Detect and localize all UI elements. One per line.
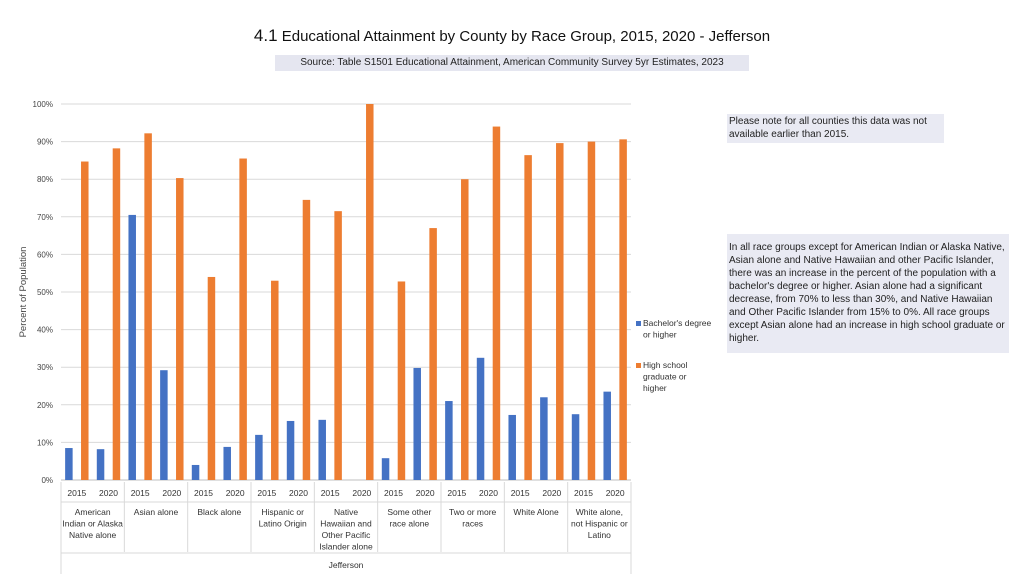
x-group-label: races (462, 519, 483, 529)
y-tick-label: 70% (37, 213, 53, 222)
x-tick-year: 2015 (384, 488, 403, 498)
x-tick-year: 2020 (352, 488, 371, 498)
bar (445, 401, 453, 480)
bar (255, 434, 263, 480)
bar (413, 367, 421, 480)
x-group-label: Other Pacific (322, 530, 371, 540)
x-group-label: White alone, (576, 507, 623, 517)
x-tick-year: 2015 (257, 488, 276, 498)
bar (144, 133, 152, 480)
x-tick-year: 2015 (321, 488, 340, 498)
bar (429, 228, 437, 480)
x-axis-label: Jefferson (329, 560, 364, 570)
bar (223, 446, 231, 480)
x-group-label: Black alone (197, 507, 241, 517)
x-group-label: Two or more (449, 507, 497, 517)
bar (381, 458, 390, 480)
x-group-label: race alone (389, 519, 429, 529)
bar (619, 139, 627, 480)
bar (302, 199, 311, 480)
bar (461, 179, 469, 480)
x-tick-year: 2020 (226, 488, 245, 498)
x-group-label: Some other (387, 507, 431, 517)
y-tick-label: 40% (37, 326, 53, 335)
bar (476, 357, 485, 480)
x-tick-year: 2020 (162, 488, 181, 498)
bar (366, 104, 374, 480)
x-group-label: Islander alone (319, 542, 373, 552)
x-tick-year: 2015 (67, 488, 86, 498)
bar (65, 448, 73, 480)
x-tick-year: 2015 (131, 488, 150, 498)
bar (176, 178, 184, 480)
bar (128, 214, 136, 481)
bar (160, 370, 168, 480)
bar (112, 148, 121, 481)
bar (81, 161, 89, 480)
y-tick-label: 90% (37, 138, 53, 147)
y-tick-label: 50% (37, 288, 53, 297)
availability-note: Please note for all counties this data w… (727, 114, 944, 143)
bar (96, 449, 105, 480)
x-group-label: Hawaiian and (320, 519, 372, 529)
x-tick-year: 2015 (511, 488, 530, 498)
title-text: Educational Attainment by County by Race… (281, 28, 771, 45)
x-tick-year: 2020 (479, 488, 498, 498)
bar (191, 464, 200, 480)
legend-label: higher (643, 383, 667, 393)
x-group-label: American (75, 507, 111, 517)
bar (587, 141, 596, 480)
bar (571, 414, 580, 480)
legend-label: or higher (643, 330, 677, 340)
bar (492, 126, 501, 480)
x-group-label: White Alone (513, 507, 559, 517)
y-tick-label: 10% (37, 438, 53, 447)
bar (524, 155, 532, 481)
y-tick-label: 100% (33, 100, 53, 109)
x-group-label: Latino Origin (259, 519, 307, 529)
bar (334, 211, 342, 480)
legend-label: Bachelor's degree (643, 318, 712, 328)
y-tick-label: 30% (37, 363, 53, 372)
x-group-label: not Hispanic or (571, 519, 628, 529)
legend-label: High school (643, 360, 688, 370)
x-tick-year: 2020 (542, 488, 561, 498)
x-group-label: Hispanic or (261, 507, 304, 517)
y-tick-label: 80% (37, 175, 53, 184)
chart-title: 4.1 Educational Attainment by County by … (0, 26, 1024, 46)
bar (556, 143, 564, 480)
legend-label: graduate or (643, 372, 687, 382)
legend-swatch (636, 363, 641, 368)
bar (239, 158, 247, 480)
x-tick-year: 2020 (289, 488, 308, 498)
x-group-label: Indian or Alaska (62, 519, 123, 529)
x-tick-year: 2015 (574, 488, 593, 498)
x-tick-year: 2020 (606, 488, 625, 498)
x-tick-year: 2020 (99, 488, 118, 498)
bar (271, 280, 279, 480)
bar (397, 281, 406, 480)
y-tick-label: 60% (37, 250, 53, 259)
x-tick-year: 2020 (416, 488, 435, 498)
y-tick-label: 20% (37, 401, 53, 410)
bar (286, 420, 295, 480)
x-group-label: Latino (588, 530, 611, 540)
bar (207, 276, 216, 480)
x-tick-year: 2015 (194, 488, 213, 498)
x-group-label: Native (334, 507, 358, 517)
y-axis-label: Percent of Population (18, 247, 29, 338)
x-group-label: Asian alone (134, 507, 179, 517)
summary-note: In all race groups except for American I… (727, 234, 1009, 353)
legend-swatch (636, 321, 641, 326)
bar (540, 397, 548, 480)
x-group-label: Native alone (69, 530, 117, 540)
title-number: 4.1 (253, 26, 278, 45)
source-note: Source: Table S1501 Educational Attainme… (275, 55, 749, 71)
bar (603, 391, 611, 480)
bar (508, 414, 516, 480)
y-tick-label: 0% (41, 476, 53, 485)
x-tick-year: 2015 (447, 488, 466, 498)
bar (318, 419, 326, 480)
